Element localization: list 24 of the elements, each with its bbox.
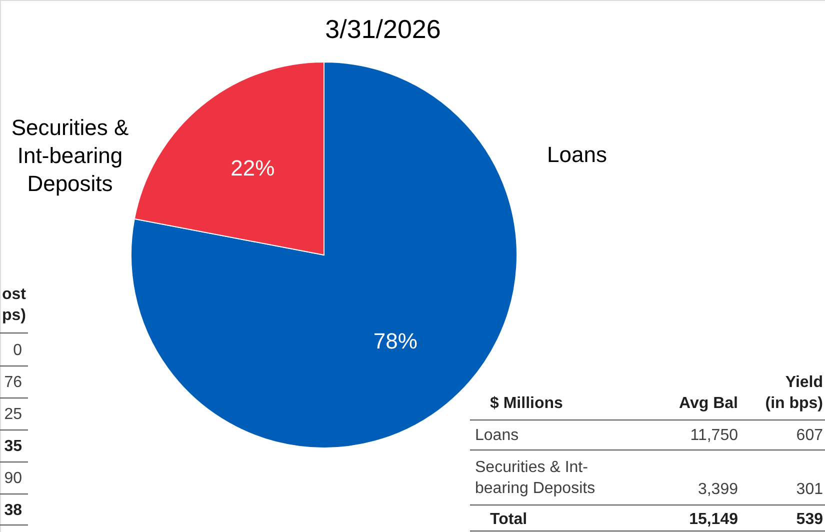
text: 25 bbox=[4, 406, 22, 423]
text: 607 bbox=[796, 427, 824, 444]
slice-label: Securities & Int-bearing Deposits bbox=[11, 115, 130, 196]
text: 301 bbox=[796, 481, 824, 498]
text: Total bbox=[490, 511, 528, 528]
text: 35 bbox=[4, 438, 22, 455]
text: 3,399 bbox=[698, 481, 738, 498]
slice-label: Loans bbox=[547, 142, 607, 167]
text: 15,149 bbox=[689, 511, 738, 528]
text: $ Millions bbox=[490, 395, 563, 412]
text: 0 bbox=[13, 342, 22, 359]
chart-title: 3/31/2026 bbox=[325, 14, 441, 44]
data-label: 22% bbox=[230, 156, 275, 181]
text: 76 bbox=[4, 374, 22, 391]
text: ost ps) bbox=[2, 286, 27, 324]
text: 539 bbox=[796, 511, 824, 528]
text: 11,750 bbox=[690, 427, 738, 444]
slice-label: Loans bbox=[475, 427, 519, 444]
text: 90 bbox=[4, 470, 22, 487]
text: Yield (in bps) bbox=[765, 374, 823, 412]
data-label: 78% bbox=[373, 328, 418, 354]
text: Securities & Int-bearing Deposits bbox=[475, 459, 596, 497]
text: Avg Bal bbox=[679, 395, 738, 412]
text: 38 bbox=[4, 502, 22, 519]
